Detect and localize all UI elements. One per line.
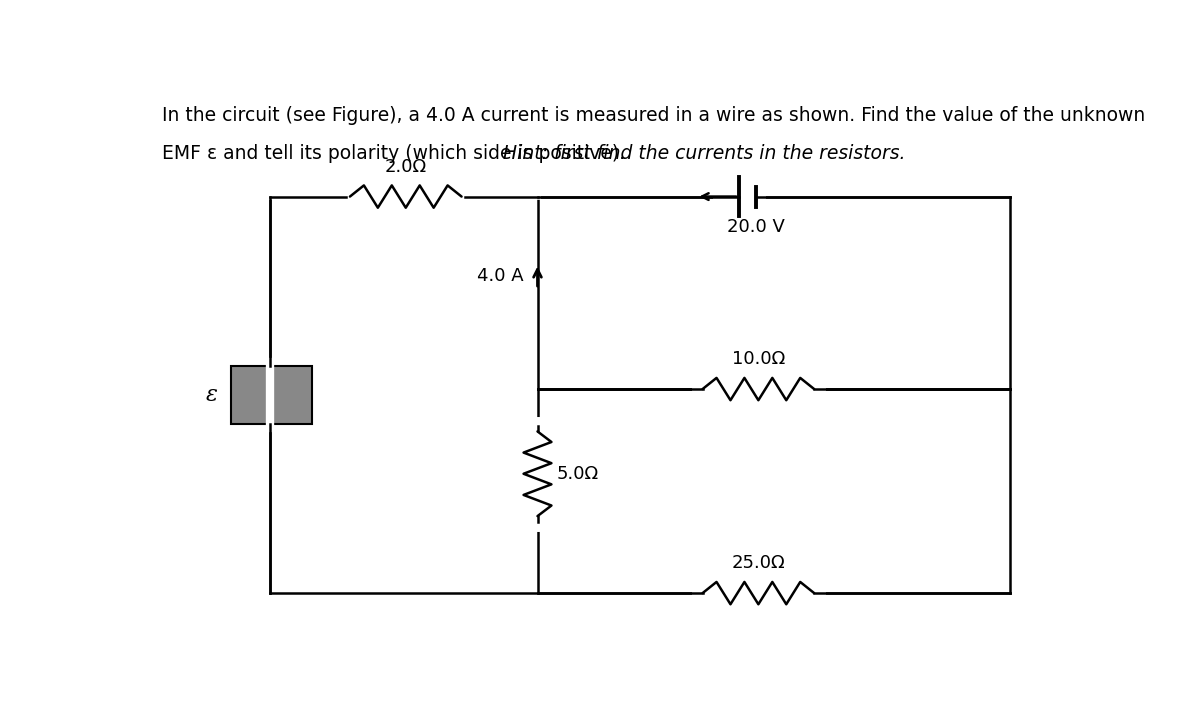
- Text: 2.0Ω: 2.0Ω: [385, 158, 427, 176]
- Text: Hint: first find the currents in the resistors.: Hint: first find the currents in the res…: [503, 144, 905, 164]
- Text: 25.0Ω: 25.0Ω: [732, 554, 785, 573]
- Text: 4.0 A: 4.0 A: [476, 267, 523, 285]
- Text: In the circuit (see Figure), a 4.0 A current is measured in a wire as shown. Fin: In the circuit (see Figure), a 4.0 A cur…: [162, 106, 1145, 125]
- Text: ε: ε: [205, 384, 217, 406]
- Text: EMF ε and tell its polarity (which side is positive).: EMF ε and tell its polarity (which side …: [162, 144, 631, 164]
- Text: 20.0 V: 20.0 V: [727, 218, 785, 236]
- Text: 5.0Ω: 5.0Ω: [557, 465, 599, 483]
- Text: 10.0Ω: 10.0Ω: [732, 351, 785, 368]
- Bar: [232, 366, 312, 424]
